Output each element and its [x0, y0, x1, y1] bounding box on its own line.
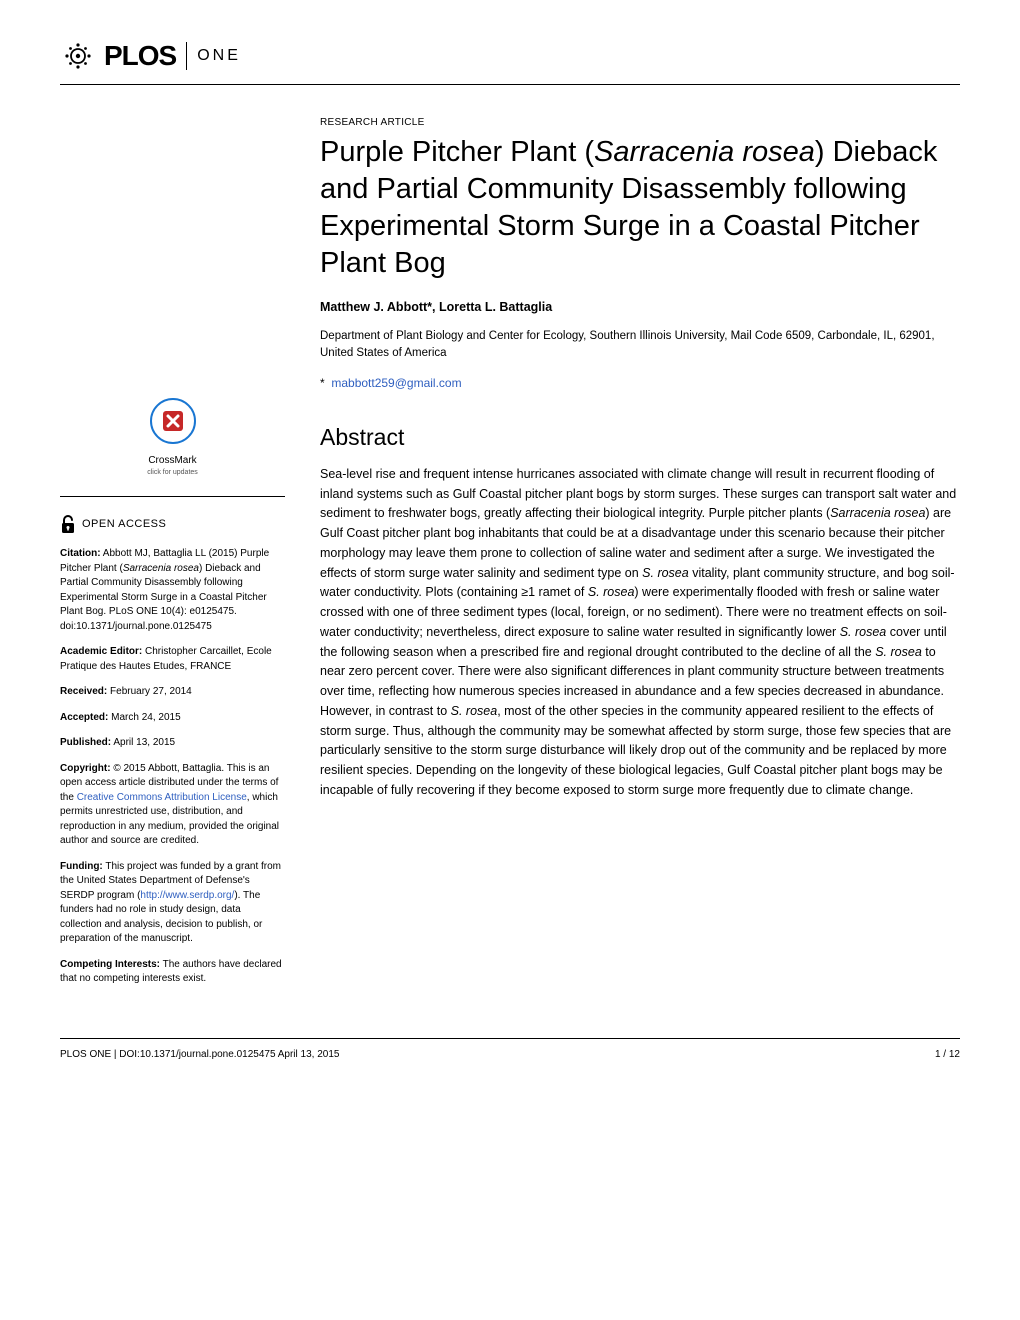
page-footer: PLOS ONE | DOI:10.1371/journal.pone.0125… [60, 1038, 960, 1060]
authors: Matthew J. Abbott*, Loretta L. Battaglia [320, 300, 960, 314]
citation-species: Sarracenia rosea [123, 563, 199, 574]
funding-block: Funding: This project was funded by a gr… [60, 860, 285, 947]
footer-right: 1 / 12 [935, 1049, 960, 1060]
crossmark-icon [149, 397, 197, 445]
cc-license-link[interactable]: Creative Commons Attribution License [77, 792, 247, 803]
published-label: Published: [60, 737, 111, 748]
abstract-i3: S. rosea [588, 585, 635, 599]
article-title: Purple Pitcher Plant (Sarracenia rosea) … [320, 134, 960, 282]
abstract-i1: Sarracenia rosea [830, 506, 925, 520]
crossmark-badge[interactable]: CrossMark click for updates [60, 397, 285, 478]
article-content: RESEARCH ARTICLE Purple Pitcher Plant (S… [320, 117, 960, 998]
affiliation: Department of Plant Biology and Center f… [320, 328, 960, 361]
editor-block: Academic Editor: Christopher Carcaillet,… [60, 645, 285, 674]
corresp-email-link[interactable]: mabbott259@gmail.com [331, 376, 461, 390]
accepted-block: Accepted: March 24, 2015 [60, 711, 285, 726]
editor-label: Academic Editor: [60, 646, 142, 657]
logo-one-text: ONE [197, 47, 241, 65]
competing-label: Competing Interests: [60, 959, 160, 970]
sidebar: CrossMark click for updates OPEN ACCESS … [60, 117, 285, 998]
correspondence: * mabbott259@gmail.com [320, 376, 960, 390]
accepted-label: Accepted: [60, 712, 108, 723]
crossmark-label: CrossMark [60, 454, 285, 469]
published-block: Published: April 13, 2015 [60, 736, 285, 751]
citation-block: Citation: Abbott MJ, Battaglia LL (2015)… [60, 547, 285, 634]
journal-header: PLOS ONE [60, 40, 960, 85]
received-block: Received: February 27, 2014 [60, 685, 285, 700]
abstract-text: Sea-level rise and frequent intense hurr… [320, 465, 960, 801]
corresp-star: * [320, 376, 325, 390]
copyright-label: Copyright: [60, 763, 111, 774]
abstract-i5: S. rosea [875, 645, 922, 659]
abstract-i2: S. rosea [642, 566, 689, 580]
serdp-link[interactable]: http://www.serdp.org/ [140, 890, 234, 901]
published-text: April 13, 2015 [111, 737, 175, 748]
received-label: Received: [60, 686, 107, 697]
plos-logo-icon [60, 40, 96, 72]
competing-block: Competing Interests: The authors have de… [60, 958, 285, 987]
open-access-badge: OPEN ACCESS [60, 515, 285, 535]
funding-label: Funding: [60, 861, 103, 872]
crossmark-sub: click for updates [60, 468, 285, 478]
sidebar-divider [60, 496, 285, 497]
copyright-block: Copyright: © 2015 Abbott, Battaglia. Thi… [60, 762, 285, 849]
open-lock-icon [60, 515, 76, 535]
abstract-i4: S. rosea [840, 625, 887, 639]
logo-plos-text: PLOS [104, 40, 176, 72]
footer-left: PLOS ONE | DOI:10.1371/journal.pone.0125… [60, 1049, 339, 1060]
title-pre: Purple Pitcher Plant ( [320, 136, 594, 168]
abstract-i6: S. rosea [451, 704, 498, 718]
article-type: RESEARCH ARTICLE [320, 117, 960, 128]
received-text: February 27, 2014 [107, 686, 192, 697]
logo-divider [186, 42, 187, 70]
accepted-text: March 24, 2015 [108, 712, 180, 723]
title-species: Sarracenia rosea [594, 136, 815, 168]
citation-label: Citation: [60, 548, 101, 559]
open-access-text: OPEN ACCESS [82, 517, 166, 533]
abstract-heading: Abstract [320, 424, 960, 451]
